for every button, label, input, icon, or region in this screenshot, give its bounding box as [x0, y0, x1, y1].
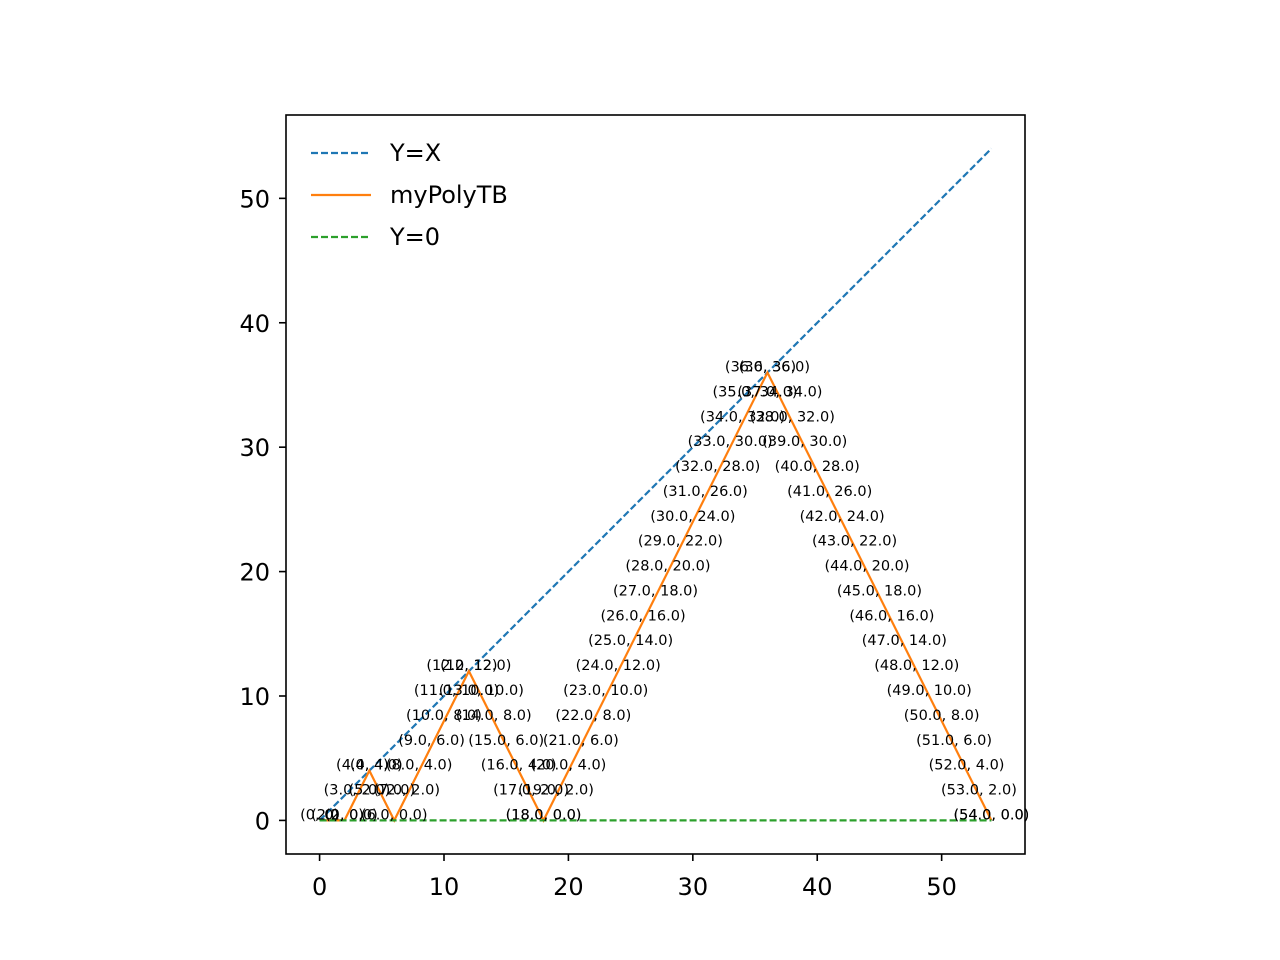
point-label: (24.0, 12.0) — [576, 658, 661, 674]
point-label: (0, 0) — [300, 807, 339, 823]
point-label: (14.0, 8.0) — [456, 708, 532, 724]
y-tick-label: 30 — [239, 434, 270, 462]
point-label: (30.0, 24.0) — [650, 509, 735, 525]
point-label: (42.0, 24.0) — [800, 509, 885, 525]
x-tick-label: 0 — [312, 873, 327, 901]
plot-frame — [285, 114, 1026, 855]
series-line-1 — [319, 370, 993, 823]
point-label: (39.0, 30.0) — [762, 434, 847, 450]
point-label: (8.0, 4.0) — [386, 758, 453, 774]
point-label: (51.0, 6.0) — [916, 733, 992, 749]
point-label: (27.0, 18.0) — [613, 583, 698, 599]
point-label: (18.0, 0.0) — [506, 807, 582, 823]
point-label: (49.0, 10.0) — [887, 683, 972, 699]
point-label: (33.0, 30.0) — [688, 434, 773, 450]
x-tick-label: 10 — [429, 873, 460, 901]
point-label: (43.0, 22.0) — [812, 534, 897, 550]
point-label: (17.0, 2.0) — [493, 783, 569, 799]
point-label: (7.0, 2.0) — [373, 783, 440, 799]
point-label: (36.0, 36.0) — [725, 360, 810, 376]
point-label: (35.0, 34.0) — [712, 384, 797, 400]
x-tick-label: 50 — [926, 873, 957, 901]
x-tick-label: 30 — [678, 873, 709, 901]
point-label: (28.0, 20.0) — [625, 559, 710, 575]
y-tick-label: 50 — [239, 185, 270, 213]
point-label: (21.0, 6.0) — [543, 733, 619, 749]
point-label: (45.0, 18.0) — [837, 583, 922, 599]
legend-label: myPolyTB — [390, 181, 508, 209]
point-label: (22.0, 8.0) — [555, 708, 631, 724]
x-tick-label: 20 — [553, 873, 584, 901]
y-axis: 0 10 20 30 40 50 — [239, 185, 286, 835]
point-label: (9.0, 6.0) — [398, 733, 465, 749]
point-label: (12, 12) — [440, 658, 497, 674]
legend-label: Y=X — [389, 139, 441, 167]
point-label: (2, 0) — [325, 807, 364, 823]
point-label: (40.0, 28.0) — [775, 459, 860, 475]
point-label: (54.0, 0.0) — [953, 807, 1029, 823]
point-label: (26.0, 16.0) — [601, 608, 686, 624]
y-tick-label: 0 — [255, 807, 270, 835]
series-line-0 — [318, 147, 993, 822]
x-tick-label: 40 — [802, 873, 833, 901]
point-label: (20.0, 4.0) — [530, 758, 606, 774]
x-axis: 0 10 20 30 40 50 — [312, 854, 957, 901]
point-label: (16.0, 4.0) — [481, 758, 557, 774]
point-label: (41.0, 26.0) — [787, 484, 872, 500]
legend: Y=X myPolyTB Y=0 — [311, 139, 508, 251]
annotation-layer: (0, 0)(2, 0)(2.0, 0.0) (4, 4)(4.0, 4.0) (3… — [300, 360, 1029, 824]
point-label: (25.0, 14.0) — [588, 633, 673, 649]
point-label: (12.0, 12.0) — [426, 658, 511, 674]
point-label: (18.0, 0.0) — [506, 807, 582, 823]
point-label: (5.0, 2.0) — [348, 783, 415, 799]
point-label: (47.0, 14.0) — [862, 633, 947, 649]
point-label: (50.0, 8.0) — [904, 708, 980, 724]
point-label: (48.0, 12.0) — [874, 658, 959, 674]
point-label: (6.0, 0.0) — [361, 807, 428, 823]
y-tick-label: 10 — [239, 683, 270, 711]
point-label: (4.0, 4.0) — [336, 758, 403, 774]
point-label: (38.0, 32.0) — [750, 409, 835, 425]
point-label: (10.0, 8.0) — [406, 708, 482, 724]
point-label: (4, 4) — [350, 758, 389, 774]
point-label: (34.0, 32.0) — [700, 409, 785, 425]
point-label: (13.0, 10.0) — [439, 683, 524, 699]
point-label: (15.0, 6.0) — [468, 733, 544, 749]
point-label: (32.0, 28.0) — [675, 459, 760, 475]
point-label: (52.0, 4.0) — [929, 758, 1005, 774]
y-tick-label: 20 — [239, 559, 270, 587]
point-label: (53.0, 2.0) — [941, 783, 1017, 799]
point-label: (31.0, 26.0) — [663, 484, 748, 500]
point-label: (2.0, 0.0) — [311, 807, 378, 823]
point-label: (54.0, 0.0) — [953, 807, 1029, 823]
legend-label: Y=0 — [389, 223, 440, 251]
point-label: (46.0, 16.0) — [849, 608, 934, 624]
point-label: (44.0, 20.0) — [824, 559, 909, 575]
point-label: (3.0, 2.0) — [324, 783, 391, 799]
point-label: (36, 36) — [739, 360, 796, 376]
point-label: (29.0, 22.0) — [638, 534, 723, 550]
point-label: (19.0, 2.0) — [518, 783, 594, 799]
point-label: (11.0, 10.0) — [414, 683, 499, 699]
y-tick-label: 40 — [239, 310, 270, 338]
point-label: (37.0, 34.0) — [737, 384, 822, 400]
point-label: (23.0, 10.0) — [563, 683, 648, 699]
series-layer — [318, 147, 993, 823]
